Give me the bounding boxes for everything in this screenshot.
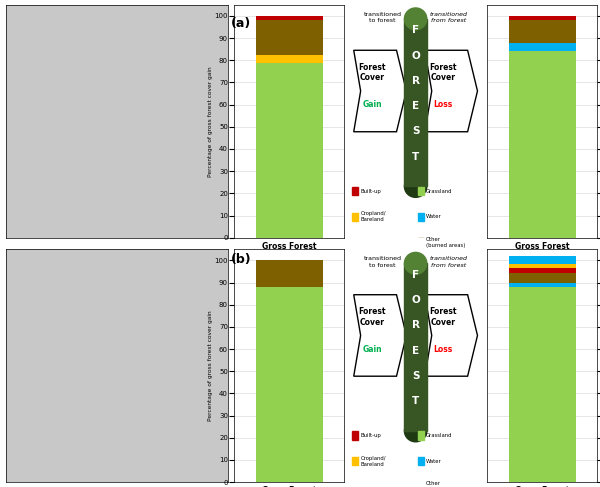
Bar	[404, 19, 427, 187]
Bar	[509, 273, 575, 282]
Text: Built-up: Built-up	[361, 188, 381, 194]
Bar	[509, 282, 575, 287]
Text: Built-up: Built-up	[361, 433, 381, 438]
Text: Loss: Loss	[434, 100, 453, 110]
Bar	[352, 431, 358, 440]
Polygon shape	[425, 50, 478, 132]
Polygon shape	[425, 295, 478, 376]
Text: Water: Water	[426, 214, 442, 219]
X-axis label: Gross Forest
Cover Gain
= 252.75 ha: Gross Forest Cover Gain = 252.75 ha	[262, 242, 316, 272]
Text: S: S	[412, 126, 419, 136]
Bar	[256, 20, 323, 55]
Text: Cropland/
Bareland: Cropland/ Bareland	[361, 211, 386, 222]
Text: R: R	[412, 320, 419, 330]
X-axis label: Gross Forest
Cover Loss
= 511.43 ha: Gross Forest Cover Loss = 511.43 ha	[515, 242, 569, 272]
Text: transitioned
from forest: transitioned from forest	[430, 12, 467, 23]
Text: Other
(burned areas): Other (burned areas)	[426, 481, 466, 487]
Text: Gain: Gain	[362, 345, 382, 354]
Bar	[352, 187, 358, 195]
Text: (a): (a)	[231, 17, 251, 30]
Ellipse shape	[404, 8, 427, 30]
Bar	[256, 287, 323, 482]
Bar	[509, 256, 575, 264]
Text: transitioned
from forest: transitioned from forest	[430, 256, 467, 267]
Ellipse shape	[404, 420, 427, 442]
Text: Forest
Cover: Forest Cover	[430, 63, 457, 82]
Text: F: F	[412, 25, 419, 36]
Text: Forest
Cover: Forest Cover	[358, 63, 386, 82]
Text: T: T	[412, 396, 419, 406]
Bar	[418, 187, 424, 195]
Text: O: O	[411, 51, 420, 61]
Bar	[256, 261, 323, 287]
Bar	[509, 268, 575, 273]
Bar	[509, 20, 575, 42]
Bar	[256, 16, 323, 20]
Polygon shape	[354, 50, 406, 132]
Bar	[509, 42, 575, 52]
Text: Forest
Cover: Forest Cover	[358, 307, 386, 327]
Text: Gain: Gain	[362, 100, 382, 110]
Bar	[509, 52, 575, 238]
Bar	[509, 287, 575, 482]
Text: Water: Water	[426, 459, 442, 464]
Bar	[418, 457, 424, 466]
Bar	[256, 62, 323, 238]
Text: transitioned
to forest: transitioned to forest	[364, 256, 401, 267]
Polygon shape	[354, 295, 406, 376]
Y-axis label: Percentage of gross forest cover gain: Percentage of gross forest cover gain	[208, 310, 213, 421]
Bar	[256, 55, 323, 62]
Bar	[418, 238, 424, 246]
Text: R: R	[412, 76, 419, 86]
Ellipse shape	[404, 176, 427, 197]
Text: E: E	[412, 101, 419, 111]
Bar	[418, 483, 424, 487]
Bar	[509, 16, 575, 20]
Bar	[404, 263, 427, 431]
Text: (b): (b)	[231, 253, 251, 266]
Bar	[418, 212, 424, 221]
Y-axis label: Percentage of gross forest cover gain: Percentage of gross forest cover gain	[208, 66, 213, 177]
Text: Grassland: Grassland	[426, 433, 452, 438]
Text: transitioned
to forest: transitioned to forest	[364, 12, 401, 23]
Text: S: S	[412, 371, 419, 381]
Text: E: E	[412, 346, 419, 356]
Text: Grassland: Grassland	[426, 188, 452, 194]
Text: O: O	[411, 295, 420, 305]
Bar	[418, 431, 424, 440]
Text: Forest
Cover: Forest Cover	[430, 307, 457, 327]
Text: Loss: Loss	[434, 345, 453, 354]
Text: F: F	[412, 270, 419, 280]
Bar	[352, 212, 358, 221]
Bar	[352, 457, 358, 466]
Text: Cropland/
Bareland: Cropland/ Bareland	[361, 456, 386, 467]
Bar	[509, 264, 575, 268]
Text: Other
(burned areas): Other (burned areas)	[426, 237, 466, 248]
Text: T: T	[412, 151, 419, 162]
Ellipse shape	[404, 252, 427, 274]
